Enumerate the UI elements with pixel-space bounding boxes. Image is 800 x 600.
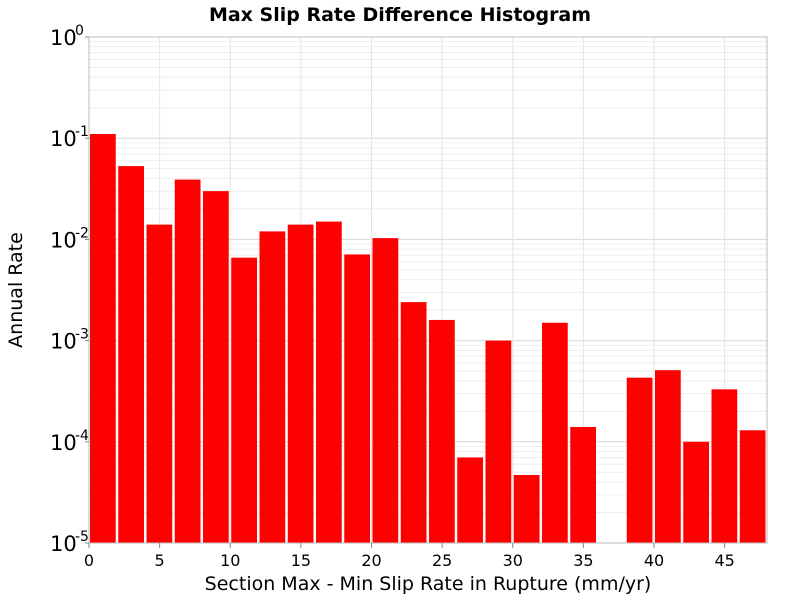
y-tick-label: 10 bbox=[50, 431, 77, 455]
y-tick-exponent: -2 bbox=[75, 225, 89, 241]
x-tick-label: 0 bbox=[84, 551, 94, 570]
histogram-bar bbox=[542, 322, 568, 543]
histogram-bar bbox=[739, 430, 766, 543]
y-tick-label: 10 bbox=[50, 330, 77, 354]
x-tick-label: 30 bbox=[503, 551, 523, 570]
bars bbox=[90, 134, 766, 544]
histogram-bar bbox=[683, 441, 709, 543]
histogram-bar bbox=[626, 377, 653, 543]
plot-frame bbox=[88, 36, 768, 544]
y-tick-exponent: -4 bbox=[75, 428, 89, 444]
histogram-bar bbox=[344, 254, 370, 544]
histogram-bar bbox=[118, 166, 144, 544]
y-tick-label: 10 bbox=[50, 26, 77, 50]
histogram-bar bbox=[457, 457, 483, 543]
histogram-bar bbox=[174, 179, 201, 543]
y-tick-exponent: -1 bbox=[75, 124, 89, 140]
histogram-bar bbox=[429, 319, 455, 543]
x-axis-label: Section Max - Min Slip Rate in Rupture (… bbox=[205, 573, 652, 595]
y-tick-exponent: 0 bbox=[75, 23, 84, 39]
histogram-bar bbox=[231, 257, 257, 543]
x-tick-label: 25 bbox=[432, 551, 452, 570]
histogram-bar bbox=[513, 474, 540, 543]
histogram-bar bbox=[400, 302, 427, 543]
histogram-bar bbox=[570, 427, 596, 543]
histogram-bar bbox=[259, 231, 286, 544]
y-tick-exponent: -3 bbox=[75, 327, 89, 343]
y-tick-label: 10 bbox=[50, 228, 77, 252]
x-tick-label: 40 bbox=[644, 551, 664, 570]
y-axis-label: Annual Rate bbox=[5, 232, 27, 348]
x-tick-label: 15 bbox=[291, 551, 311, 570]
y-tick-label: 10 bbox=[50, 127, 77, 151]
histogram-bar bbox=[316, 221, 342, 543]
x-tick-label: 5 bbox=[155, 551, 165, 570]
x-tick-label: 20 bbox=[361, 551, 381, 570]
y-tick-exponent: -5 bbox=[75, 529, 89, 545]
histogram-bar bbox=[655, 370, 681, 543]
histogram-bar bbox=[485, 340, 512, 543]
x-tick-label: 45 bbox=[714, 551, 734, 570]
x-tick-label: 35 bbox=[573, 551, 593, 570]
histogram-bar bbox=[146, 224, 173, 543]
x-tick-label: 10 bbox=[220, 551, 240, 570]
grid bbox=[89, 37, 767, 544]
histogram-bar bbox=[203, 191, 229, 543]
y-tick-label: 10 bbox=[50, 532, 77, 556]
histogram-bar bbox=[372, 238, 399, 543]
chart-title: Max Slip Rate Difference Histogram bbox=[209, 4, 591, 26]
histogram-bar bbox=[711, 389, 738, 543]
histogram-bar bbox=[287, 224, 314, 543]
histogram-bar bbox=[90, 134, 116, 544]
x-axis-ticks: 0 5 10 15 20 25 30 35 40 45 bbox=[84, 543, 735, 570]
